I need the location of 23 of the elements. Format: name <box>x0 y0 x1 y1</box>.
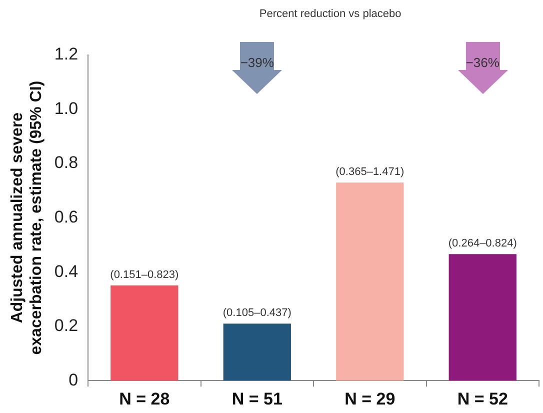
data-label: (0.365–1.471) <box>336 166 404 178</box>
bar <box>448 254 516 381</box>
x-tick-label: N = 52 <box>457 389 508 408</box>
bar <box>110 285 178 381</box>
y-axis-title: Adjusted annualized severe exacerbation rate, estimate (95% CI) <box>9 80 46 355</box>
y-tick-label: 1.0 <box>54 98 78 118</box>
bar <box>336 182 404 381</box>
y-tick-label: 1.2 <box>54 44 78 64</box>
text: Percent reduction vs placebo <box>259 8 402 20</box>
y-tick-label: 0.4 <box>54 262 78 281</box>
x-tick-label: N = 28 <box>119 389 170 408</box>
x-tick-label: N = 29 <box>344 389 396 408</box>
data-label: (0.264–0.824) <box>448 238 517 250</box>
y-tick-label: 0.2 <box>54 316 78 336</box>
bar <box>223 324 291 381</box>
y-tick-label: 0.6 <box>54 207 78 226</box>
y-tick-label: 0 <box>68 370 78 390</box>
data-label: (0.151–0.823) <box>110 268 179 281</box>
data-label: (0.105–0.437) <box>222 307 292 320</box>
x-tick-label: N = 51 <box>232 389 282 408</box>
annotation: −39% <box>240 55 274 70</box>
y-tick-label: 0.8 <box>54 153 78 172</box>
annotation: −36% <box>466 55 500 70</box>
